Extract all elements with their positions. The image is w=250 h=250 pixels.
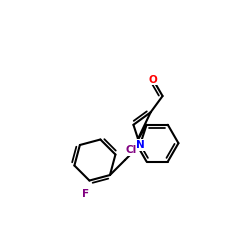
Text: Cl: Cl	[125, 146, 136, 156]
Text: N: N	[136, 140, 144, 150]
Text: O: O	[149, 74, 158, 85]
Text: F: F	[82, 189, 90, 199]
